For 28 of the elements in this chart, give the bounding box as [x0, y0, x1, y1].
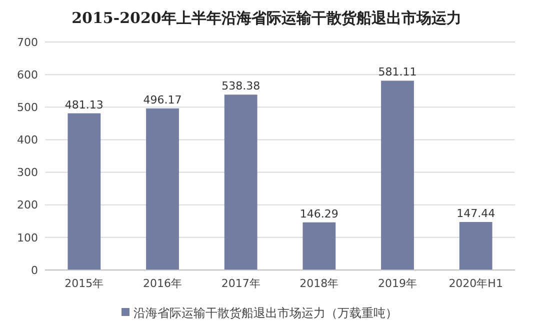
- bar: [68, 113, 101, 270]
- x-tick-label: 2017年: [221, 277, 260, 290]
- bar: [459, 222, 492, 270]
- y-tick-label: 0: [31, 264, 38, 277]
- data-label: 147.44: [456, 206, 496, 220]
- bar: [302, 222, 336, 270]
- bar: [224, 94, 258, 270]
- y-tick-label: 400: [17, 134, 38, 147]
- data-label: 538.38: [222, 80, 260, 93]
- x-tick-label: 2019年: [378, 277, 417, 290]
- y-tick-label: 700: [17, 36, 38, 49]
- chart-title: 2015-2020年上半年沿海省际运输干散货船退出市场运力: [72, 9, 462, 27]
- y-tick-label: 600: [17, 68, 38, 82]
- data-label: 481.13: [64, 98, 104, 112]
- x-tick-label: 2015年: [64, 277, 104, 290]
- x-tick-label: 2016年: [143, 277, 182, 290]
- x-tick-label: 2018年: [300, 277, 339, 290]
- y-tick-label: 200: [17, 198, 38, 212]
- bar: [146, 108, 179, 270]
- data-label: 496.17: [143, 93, 182, 106]
- y-tick-label: 300: [17, 166, 38, 180]
- y-tick-label: 100: [17, 231, 38, 244]
- data-label: 146.29: [300, 207, 338, 220]
- legend-label: 沿海省际运输干散货船退出市场运力（万载重吨）: [134, 306, 398, 320]
- data-label: 581.11: [378, 66, 417, 79]
- y-tick-label: 500: [17, 100, 38, 114]
- x-tick-label: 2020年H1: [448, 277, 503, 290]
- bar: [381, 80, 414, 270]
